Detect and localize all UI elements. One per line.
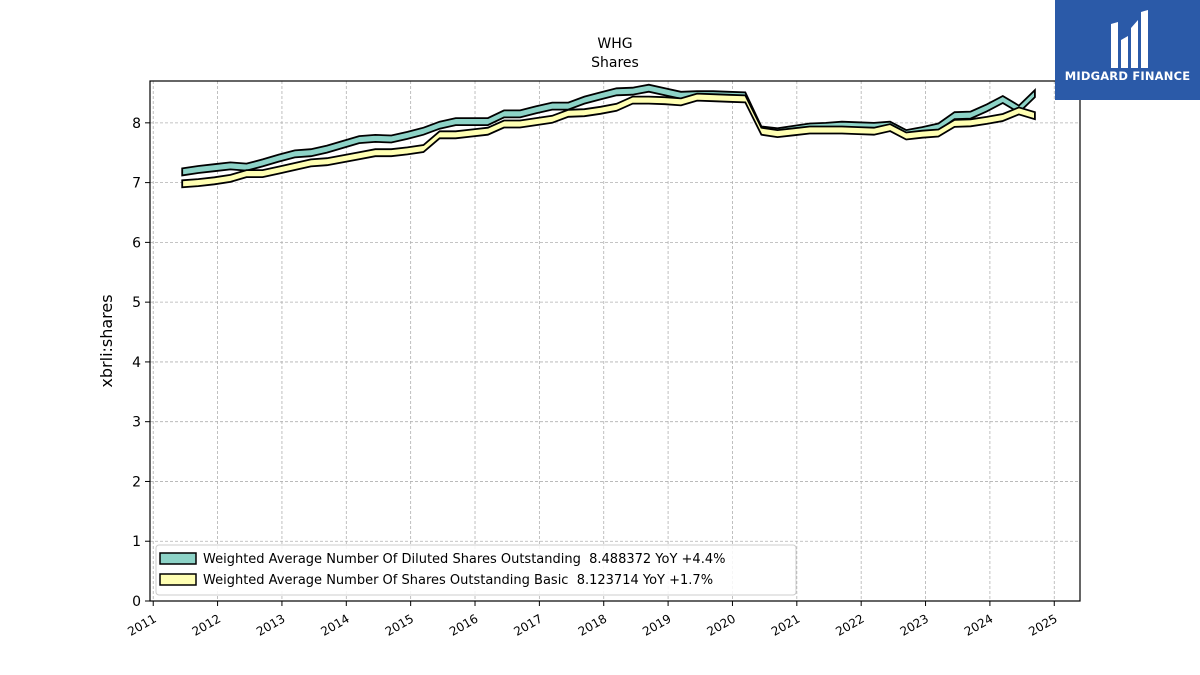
x-tick-label: 2016 — [447, 611, 480, 638]
x-tick-label: 2015 — [383, 611, 416, 638]
grid — [150, 81, 1080, 602]
logo-text: MIDGARD FINANCE — [1064, 69, 1191, 83]
series-layer — [181, 83, 1036, 189]
legend-label-basic: Weighted Average Number Of Shares Outsta… — [203, 573, 713, 588]
y-axis-label: xbrli:shares — [97, 294, 116, 387]
y-tick-label: 8 — [132, 116, 141, 132]
y-tick-label: 1 — [132, 534, 141, 550]
x-tick-label: 2017 — [511, 611, 544, 638]
y-tick-label: 3 — [132, 415, 141, 431]
x-tick-label: 2019 — [640, 611, 673, 638]
y-tick-label: 0 — [132, 594, 141, 610]
legend-label-diluted: Weighted Average Number Of Diluted Share… — [203, 552, 725, 567]
x-tick-label: 2018 — [576, 611, 609, 638]
series-band-0 — [181, 83, 1036, 177]
x-tick-label: 2024 — [962, 611, 995, 638]
series-band-1 — [181, 92, 1036, 189]
legend-box — [155, 544, 797, 596]
x-tick-label: 2020 — [705, 611, 738, 638]
x-tick-label: 2012 — [190, 611, 223, 638]
chart-subtitle: Shares — [591, 55, 639, 71]
x-tick-label: 2021 — [769, 611, 802, 638]
x-tick-label: 2011 — [125, 611, 158, 638]
chart-title: WHG — [597, 36, 632, 52]
y-tick-label: 5 — [132, 295, 141, 311]
x-tick-label: 2023 — [898, 611, 931, 638]
x-tick-label: 2022 — [833, 611, 866, 638]
legend-swatch-diluted — [159, 552, 197, 565]
legend: Weighted Average Number Of Diluted Share… — [155, 544, 797, 596]
legend-swatch-basic — [159, 573, 197, 586]
plot-frame — [149, 80, 1081, 602]
y-tick-label: 2 — [132, 474, 141, 490]
y-tick-label: 7 — [132, 176, 141, 192]
y-tick-label: 6 — [132, 235, 141, 251]
x-tick-label: 2014 — [318, 611, 351, 638]
logo-mark-icon — [1111, 10, 1148, 68]
brand-logo: MIDGARD FINANCE — [1055, 0, 1200, 100]
x-tick-label: 2025 — [1026, 611, 1059, 638]
x-tick-label: 2013 — [254, 611, 287, 638]
y-tick-label: 4 — [132, 355, 141, 371]
